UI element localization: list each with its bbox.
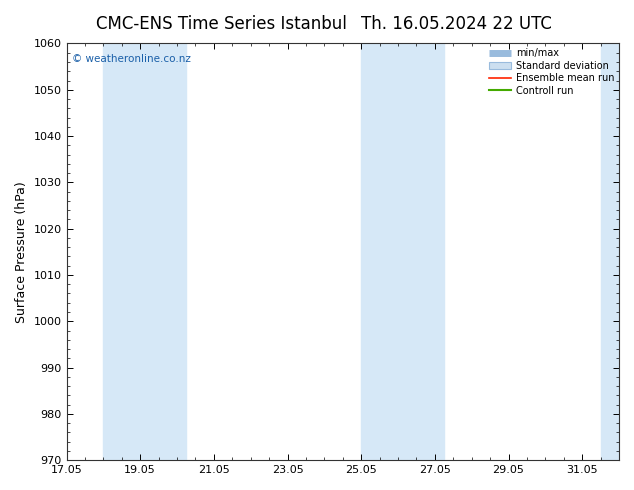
Text: © weatheronline.co.nz: © weatheronline.co.nz	[72, 54, 191, 64]
Text: CMC-ENS Time Series Istanbul: CMC-ENS Time Series Istanbul	[96, 15, 347, 33]
Bar	[103, 44, 150, 460]
Y-axis label: Surface Pressure (hPa): Surface Pressure (hPa)	[15, 181, 28, 323]
Bar	[150, 44, 186, 460]
Legend: min/max, Standard deviation, Ensemble mean run, Controll run: min/max, Standard deviation, Ensemble me…	[486, 46, 617, 98]
Bar	[361, 44, 407, 460]
Bar	[407, 44, 444, 460]
Text: Th. 16.05.2024 22 UTC: Th. 16.05.2024 22 UTC	[361, 15, 552, 33]
Bar	[600, 44, 634, 460]
